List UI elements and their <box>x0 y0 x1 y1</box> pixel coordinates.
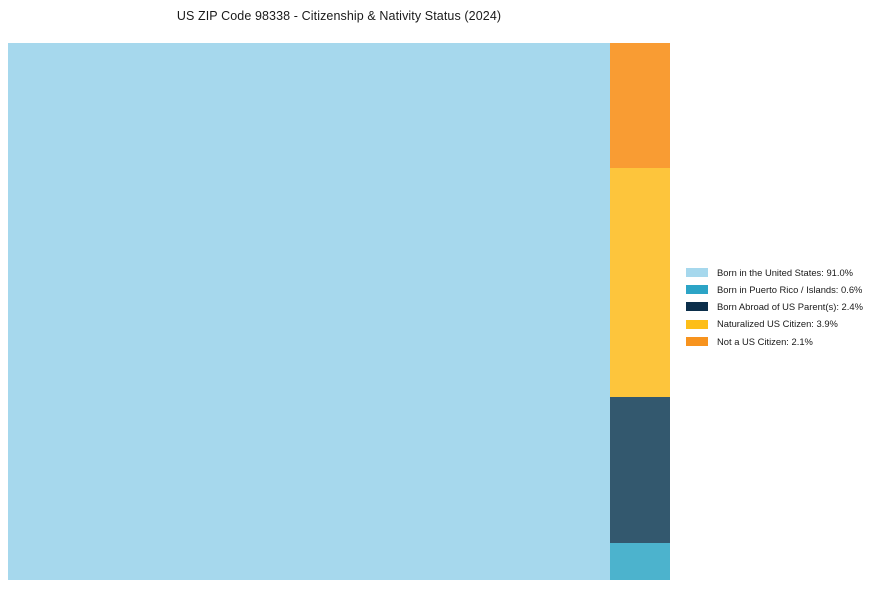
chart-legend: Born in the United States: 91.0% Born in … <box>686 264 882 350</box>
legend-item[interactable]: Born Abroad of US Parent(s): 2.4% <box>686 298 882 315</box>
legend-swatch-icon <box>686 302 708 312</box>
treemap-tile[interactable]: Naturalized US Citizen <box>610 168 670 398</box>
legend-swatch-icon <box>686 336 708 346</box>
treemap-plot-area: Born in the United StatesNot a US Citize… <box>8 43 670 580</box>
legend-item[interactable]: Born in the United States: 91.0% <box>686 264 882 281</box>
treemap-tile[interactable]: Born Abroad of US Parent(s) <box>610 396 670 543</box>
treemap-tile[interactable]: Not a US Citizen <box>610 43 670 168</box>
chart-title: US ZIP Code 98338 - Citizenship & Nativi… <box>176 9 502 23</box>
legend-item[interactable]: Born in Puerto Rico / Islands: 0.6% <box>686 281 882 298</box>
legend-item[interactable]: Naturalized US Citizen: 3.9% <box>686 316 882 333</box>
legend-item-label: Born Abroad of US Parent(s): 2.4% <box>717 301 863 313</box>
legend-item-label: Not a US Citizen: 2.1% <box>717 335 813 347</box>
legend-swatch-icon <box>686 268 708 278</box>
legend-item[interactable]: Not a US Citizen: 2.1% <box>686 333 882 350</box>
legend-swatch-icon <box>686 319 708 329</box>
treemap-tile[interactable]: Born in the United States <box>8 43 611 580</box>
treemap-tile[interactable]: Born in Puerto Rico / Islands <box>610 543 670 580</box>
legend-item-label: Born in Puerto Rico / Islands: 0.6% <box>717 284 863 296</box>
legend-item-label: Born in the United States: 91.0% <box>717 266 854 278</box>
legend-item-label: Naturalized US Citizen: 3.9% <box>717 318 838 330</box>
legend-swatch-icon <box>686 285 708 295</box>
